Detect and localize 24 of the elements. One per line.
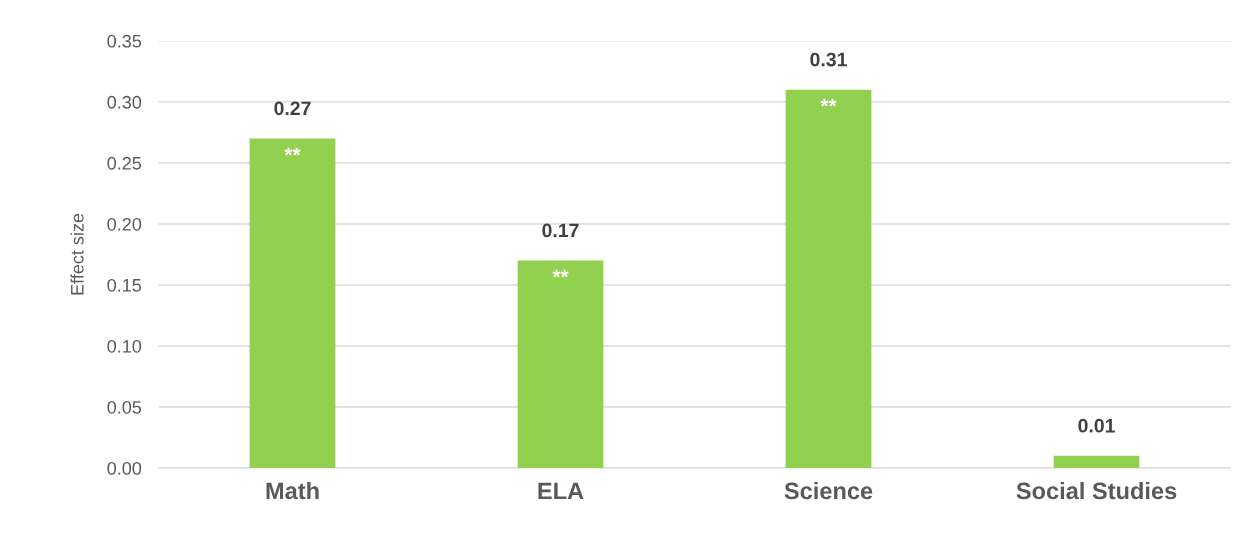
bar (785, 89, 872, 469)
y-tick-label: 0.00 (107, 461, 142, 475)
annotation: ** (552, 269, 569, 278)
y-tick-label: 0.10 (107, 339, 142, 353)
x-tick-label: Social Studies (1016, 481, 1177, 500)
x-tick-label: Math (266, 481, 319, 500)
y-tick-label: 0.20 (107, 217, 142, 231)
data-label: 0.17 (542, 223, 579, 238)
y-tick-label: 0.25 (107, 156, 142, 170)
y-tick-label: 0.15 (107, 278, 142, 292)
x-tick-label: ELA (538, 482, 584, 500)
annotation: ** (284, 147, 301, 156)
x-tick-label: Science (784, 481, 873, 500)
y-tick-label: 0.05 (107, 400, 142, 414)
annotation: ** (820, 98, 837, 107)
y-tick-label: 0.30 (107, 95, 142, 109)
data-label: 0.27 (274, 101, 311, 116)
bar (249, 138, 336, 469)
data-label: 0.31 (810, 52, 847, 67)
y-tick-label: 0.35 (107, 34, 142, 48)
y-axis-title: Effect size (70, 213, 84, 295)
bar (517, 260, 604, 469)
data-label: 0.01 (1078, 418, 1115, 433)
bar (1053, 455, 1140, 469)
